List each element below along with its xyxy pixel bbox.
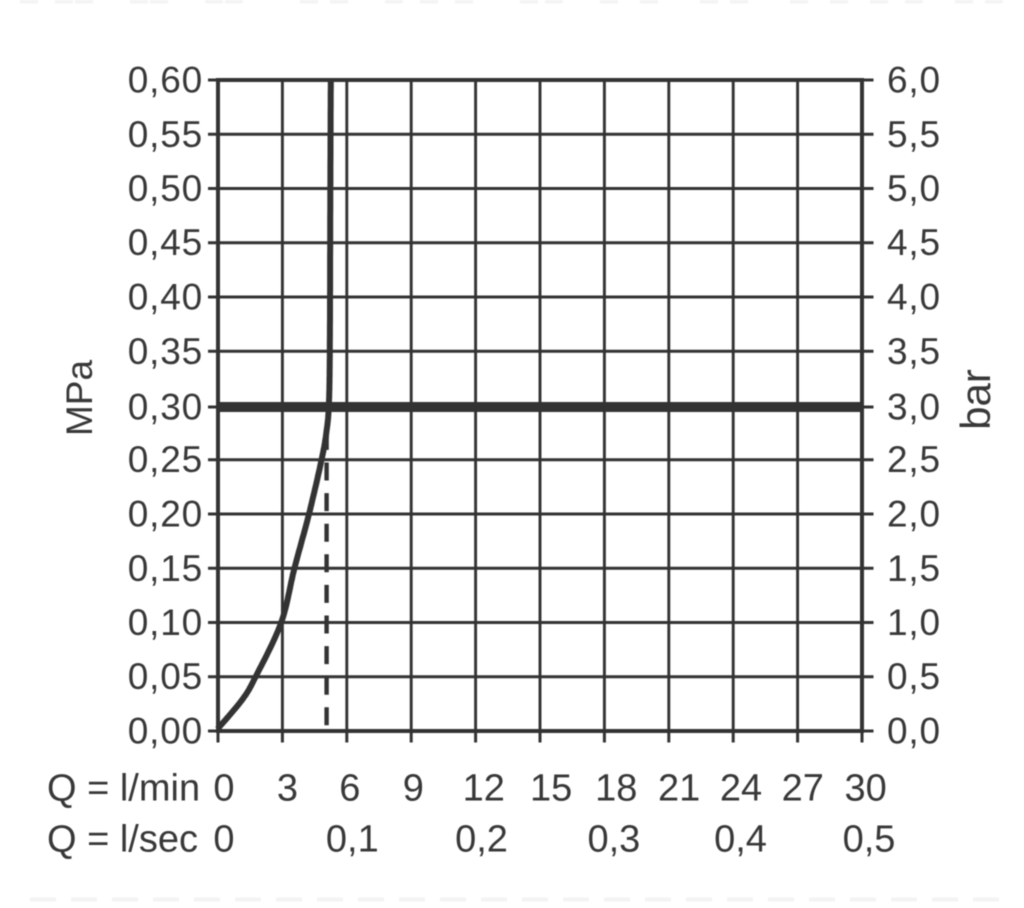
svg-text:0,50: 0,50 [128, 168, 203, 209]
svg-text:4,0: 4,0 [887, 277, 941, 318]
svg-text:6,0: 6,0 [887, 60, 941, 101]
svg-text:0,55: 0,55 [128, 114, 203, 155]
svg-text:0,10: 0,10 [128, 602, 203, 643]
svg-text:bar: bar [952, 369, 999, 430]
svg-text:0,5: 0,5 [843, 819, 896, 861]
svg-text:12: 12 [463, 768, 505, 810]
svg-text:0,60: 0,60 [128, 60, 203, 101]
svg-text:5,0: 5,0 [887, 168, 941, 209]
svg-text:0,45: 0,45 [128, 222, 203, 263]
svg-text:1,5: 1,5 [887, 548, 941, 589]
svg-text:9: 9 [403, 768, 424, 810]
svg-text:3: 3 [277, 768, 298, 810]
svg-text:0,30: 0,30 [128, 387, 203, 428]
svg-text:0: 0 [213, 819, 234, 861]
svg-text:5,5: 5,5 [887, 114, 941, 155]
svg-text:MPa: MPa [59, 360, 100, 437]
svg-text:Q = l/min: Q = l/min [47, 768, 200, 810]
svg-text:3,5: 3,5 [887, 331, 941, 372]
svg-text:6: 6 [339, 768, 360, 810]
svg-text:0: 0 [213, 768, 234, 810]
svg-text:4,5: 4,5 [887, 222, 941, 263]
svg-text:0,40: 0,40 [128, 277, 203, 318]
svg-text:Q = l/sec: Q = l/sec [47, 819, 198, 861]
svg-text:0,1: 0,1 [326, 819, 379, 861]
svg-text:0,4: 0,4 [714, 819, 767, 861]
svg-text:0,00: 0,00 [128, 711, 203, 752]
svg-text:0,25: 0,25 [128, 439, 203, 480]
svg-text:0,2: 0,2 [455, 819, 508, 861]
svg-text:2,0: 2,0 [887, 494, 941, 535]
svg-text:0,3: 0,3 [587, 819, 640, 861]
svg-text:3,0: 3,0 [887, 387, 941, 428]
svg-text:24: 24 [720, 768, 762, 810]
svg-text:2,5: 2,5 [887, 439, 941, 480]
svg-text:0,5: 0,5 [887, 656, 941, 697]
svg-text:27: 27 [782, 768, 824, 810]
svg-text:15: 15 [530, 768, 572, 810]
svg-text:0,35: 0,35 [128, 331, 203, 372]
svg-text:0,05: 0,05 [128, 656, 203, 697]
svg-text:18: 18 [595, 768, 637, 810]
svg-text:0,15: 0,15 [128, 548, 203, 589]
svg-text:0,20: 0,20 [128, 494, 203, 535]
svg-text:21: 21 [658, 768, 700, 810]
svg-text:0,0: 0,0 [887, 711, 941, 752]
svg-text:1,0: 1,0 [887, 602, 941, 643]
svg-text:30: 30 [845, 768, 887, 810]
